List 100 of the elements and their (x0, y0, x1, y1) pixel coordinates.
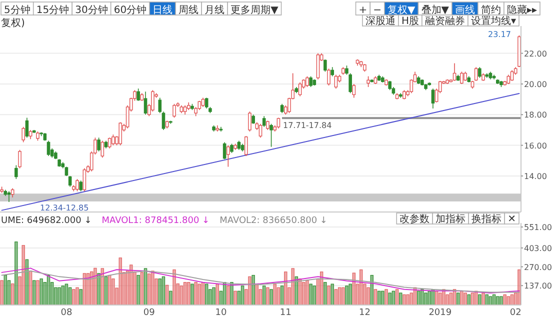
bar (190, 284, 194, 305)
candlestick (402, 90, 406, 100)
candlestick (324, 59, 327, 72)
text: 隐藏▸▸ (506, 4, 537, 16)
text: 更多周期▼ (230, 4, 279, 16)
bar (284, 272, 288, 305)
bar (22, 245, 25, 305)
candlestick (82, 168, 86, 192)
candlestick (201, 97, 205, 108)
bar (276, 287, 280, 305)
bar (234, 290, 237, 305)
text: H股 (401, 16, 419, 27)
bar (381, 290, 384, 305)
candlestick (18, 150, 22, 169)
x-tick-label: 10 (215, 308, 227, 318)
bar (503, 294, 506, 305)
candlestick (36, 131, 40, 142)
candlestick (276, 117, 280, 129)
text: 5分钟 (4, 4, 30, 16)
bar (112, 278, 115, 305)
bar (115, 288, 118, 305)
bar (388, 292, 392, 305)
x-tick-label: 09 (143, 308, 156, 318)
bar (248, 276, 252, 305)
y-tick-label: 16.00 (524, 141, 547, 150)
bar (133, 271, 136, 305)
candlestick (510, 70, 514, 82)
bar (252, 274, 255, 305)
candlestick (28, 130, 32, 140)
candlestick (270, 123, 273, 148)
bar (506, 296, 510, 305)
bar (309, 284, 312, 305)
bar (410, 292, 414, 305)
candlestick (298, 82, 302, 97)
text: − (373, 5, 382, 16)
bar (324, 282, 327, 305)
text: 深股通 (365, 15, 396, 27)
bar (330, 284, 334, 305)
bar (467, 294, 470, 305)
bar (4, 274, 7, 305)
bar (58, 287, 61, 305)
bar (406, 294, 410, 305)
bar (104, 276, 108, 305)
x-tick-label: 02 (510, 308, 522, 318)
candlestick (97, 137, 100, 152)
bar (492, 294, 496, 305)
candlestick (252, 114, 255, 124)
bar (126, 270, 130, 305)
bar (187, 282, 190, 305)
bar (72, 289, 76, 305)
bar (270, 289, 273, 305)
candlestick (248, 111, 252, 132)
annotation: MAVOL2: 836650.800 ↓ (220, 216, 328, 226)
candlestick (79, 180, 82, 192)
bar (291, 268, 294, 305)
bar (417, 290, 420, 305)
bar (10, 283, 14, 305)
bar (130, 264, 133, 305)
bar (43, 282, 47, 305)
bar (226, 286, 230, 305)
bar (327, 286, 330, 305)
candlestick (316, 52, 320, 80)
candlestick (327, 68, 330, 86)
candlestick (76, 178, 79, 192)
candlestick (222, 142, 226, 160)
bar (154, 278, 158, 305)
bar (302, 282, 306, 305)
x-tick-label: 11 (280, 308, 292, 318)
text: 设置均线▾ (470, 15, 516, 27)
y-tick-label: 20.00 (524, 80, 547, 89)
candlestick (330, 66, 334, 77)
bar (108, 274, 112, 305)
annotation: 23.17 (488, 30, 511, 39)
candlestick (118, 122, 122, 146)
candlestick (68, 176, 72, 188)
candlestick (100, 140, 104, 158)
bar (18, 276, 22, 305)
annotation: UME: 649682.000 ↓ (1, 216, 92, 226)
y-tick-label: 403.00 (524, 244, 552, 253)
candlestick (366, 76, 370, 88)
bar (395, 289, 399, 305)
bar (446, 294, 449, 305)
y-tick-label: 137.00 (524, 282, 552, 291)
bar (334, 289, 338, 305)
bar (384, 289, 388, 305)
bar (496, 296, 500, 305)
candlestick (183, 105, 187, 116)
text: 复权▼ (388, 4, 416, 16)
candlestick (112, 134, 115, 146)
text: 30分钟 (75, 4, 108, 16)
annotation: 加指标 (436, 213, 466, 225)
bar (424, 292, 428, 305)
bar (342, 287, 345, 305)
bar (470, 292, 474, 305)
bar (94, 268, 97, 305)
bar (244, 289, 248, 305)
bar (399, 292, 402, 305)
candlestick (136, 88, 140, 102)
bar (428, 290, 431, 305)
bar (460, 290, 464, 305)
